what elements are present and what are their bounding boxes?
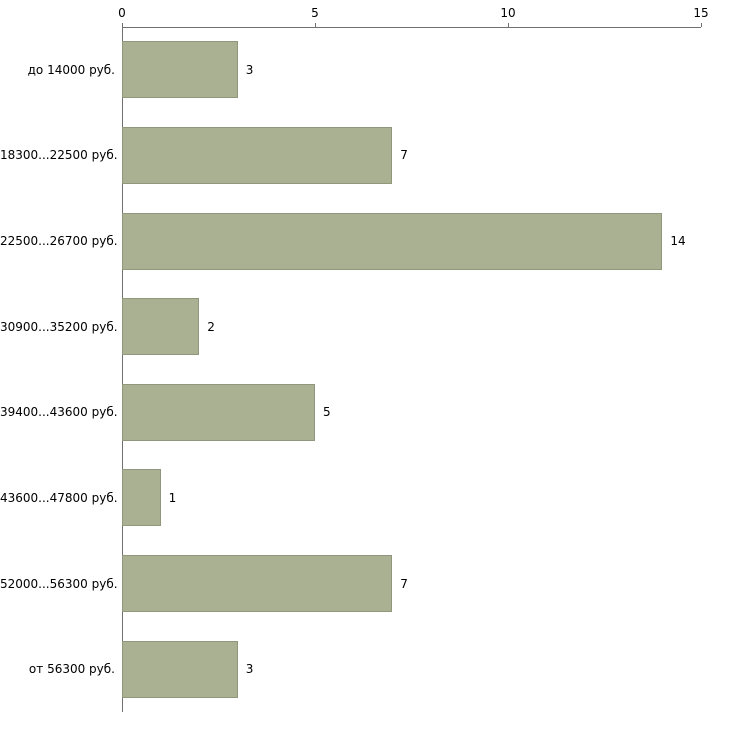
chart-row: 18300...22500 руб. 7 (0, 113, 701, 199)
bar (122, 469, 161, 527)
bar (122, 212, 663, 270)
bar-area: 3 (122, 626, 701, 712)
x-tick-mark (122, 23, 123, 27)
y-axis-line (122, 27, 123, 712)
chart-row: 43600...47800 руб. 1 (0, 455, 701, 541)
category-label: 22500...26700 руб. (0, 234, 118, 249)
x-axis-line (122, 27, 701, 28)
bar-area: 5 (122, 370, 701, 456)
chart-row: 30900...35200 руб. 2 (0, 284, 701, 370)
x-tick-mark (508, 23, 509, 27)
bar-area: 2 (122, 284, 701, 370)
category-label: 39400...43600 руб. (0, 405, 118, 420)
category-label: 52000...56300 руб. (0, 576, 118, 591)
bar (122, 640, 238, 698)
value-label: 7 (400, 148, 408, 163)
category-label: 43600...47800 руб. (0, 490, 118, 505)
value-label: 5 (323, 405, 331, 420)
bar-area: 7 (122, 113, 701, 199)
value-label: 14 (670, 234, 686, 249)
bar-area: 1 (122, 455, 701, 541)
chart-row: 52000...56300 руб. 7 (0, 541, 701, 627)
value-label: 7 (400, 576, 408, 591)
x-tick-mark (315, 23, 316, 27)
bar-area: 3 (122, 27, 701, 113)
bar (122, 383, 315, 441)
bar (122, 41, 238, 99)
value-label: 3 (245, 662, 254, 677)
chart-row: до 14000 руб. 3 (0, 27, 701, 113)
x-axis-ticks: 0 5 10 15 (118, 0, 709, 27)
bar (122, 126, 393, 184)
category-label: от 56300 руб. (28, 662, 115, 677)
bar (122, 555, 393, 613)
x-tick-label: 0 (118, 6, 126, 20)
bar-area: 7 (122, 541, 701, 627)
bar-area: 14 (122, 198, 701, 284)
chart-rows: до 14000 руб. 3 18300...22500 руб. 7 22500..… (0, 27, 701, 712)
x-tick-label: 10 (500, 6, 516, 20)
category-label: 30900...35200 руб. (0, 319, 118, 334)
x-tick-label: 15 (693, 6, 709, 20)
value-label: 2 (207, 319, 215, 334)
value-label: 3 (245, 62, 254, 77)
category-label: до 14000 руб. (27, 62, 115, 77)
value-label: 1 (168, 490, 177, 505)
chart-row: 39400...43600 руб. 5 (0, 370, 701, 456)
chart-row: от 56300 руб. 3 (0, 626, 701, 712)
bar (122, 298, 200, 356)
x-tick-label: 5 (311, 6, 319, 20)
category-label: 18300...22500 руб. (0, 148, 118, 163)
x-tick-mark (701, 23, 702, 27)
chart-row: 22500...26700 руб. 14 (0, 198, 701, 284)
